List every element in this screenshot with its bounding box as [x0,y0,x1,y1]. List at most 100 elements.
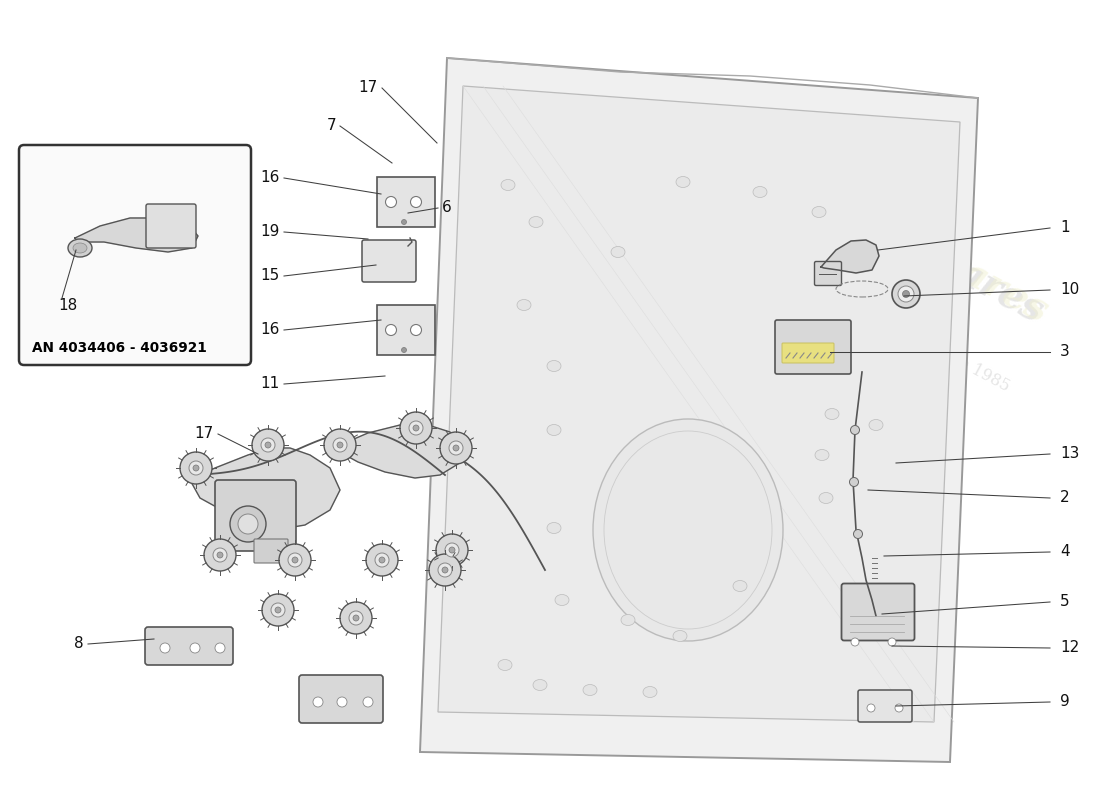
Circle shape [190,643,200,653]
Ellipse shape [644,686,657,698]
Circle shape [337,697,346,707]
Circle shape [180,452,212,484]
Ellipse shape [556,594,569,606]
Text: 2: 2 [1060,490,1069,506]
Circle shape [438,563,452,577]
Circle shape [217,552,223,558]
Ellipse shape [517,299,531,310]
Circle shape [446,543,459,557]
Circle shape [279,544,311,576]
Ellipse shape [583,685,597,695]
Circle shape [314,697,323,707]
Text: 9: 9 [1060,694,1069,710]
Ellipse shape [547,425,561,435]
Text: 5: 5 [1060,594,1069,610]
FancyBboxPatch shape [776,320,851,374]
Circle shape [262,594,294,626]
Circle shape [366,544,398,576]
Ellipse shape [593,419,783,641]
Text: 4: 4 [1060,545,1069,559]
FancyBboxPatch shape [842,583,914,641]
Circle shape [453,445,459,451]
Circle shape [888,638,896,646]
Circle shape [410,197,421,207]
FancyBboxPatch shape [214,480,296,551]
Text: 1: 1 [1060,221,1069,235]
FancyBboxPatch shape [858,690,912,722]
Circle shape [204,539,236,571]
FancyBboxPatch shape [19,145,251,365]
Text: 8: 8 [75,637,84,651]
Ellipse shape [534,679,547,690]
Circle shape [261,438,275,452]
Circle shape [385,325,396,335]
Ellipse shape [68,239,92,257]
Circle shape [449,441,463,455]
Circle shape [363,697,373,707]
Ellipse shape [500,179,515,190]
Ellipse shape [825,409,839,419]
Ellipse shape [529,217,543,227]
Ellipse shape [547,361,561,371]
Ellipse shape [73,243,87,253]
Ellipse shape [820,493,833,503]
Ellipse shape [547,522,561,534]
Text: 17: 17 [195,426,214,442]
Text: 6: 6 [442,201,452,215]
FancyBboxPatch shape [146,204,196,248]
Circle shape [271,603,285,617]
Circle shape [379,557,385,563]
Text: 16: 16 [261,322,280,338]
Circle shape [867,704,875,712]
Ellipse shape [673,630,688,642]
Polygon shape [438,86,960,722]
Text: 15: 15 [261,269,280,283]
Ellipse shape [676,177,690,187]
Polygon shape [190,448,340,530]
Circle shape [353,615,359,621]
Circle shape [160,643,170,653]
Circle shape [288,553,302,567]
Polygon shape [336,425,465,478]
Circle shape [850,426,859,434]
Circle shape [402,219,407,225]
Ellipse shape [754,186,767,198]
Circle shape [265,442,271,448]
Circle shape [898,286,914,302]
Polygon shape [75,218,198,252]
Circle shape [436,534,468,566]
FancyBboxPatch shape [377,305,434,355]
Ellipse shape [498,659,512,670]
Circle shape [385,197,396,207]
Circle shape [238,514,258,534]
Circle shape [189,461,204,475]
Text: a passion for parts since 1985: a passion for parts since 1985 [788,265,1012,395]
FancyBboxPatch shape [254,539,288,563]
Ellipse shape [812,206,826,218]
Circle shape [324,429,356,461]
Circle shape [449,547,455,553]
Text: 18: 18 [58,298,77,314]
Circle shape [340,602,372,634]
Circle shape [349,611,363,625]
FancyBboxPatch shape [362,240,416,282]
Text: 13: 13 [1060,446,1079,462]
Ellipse shape [869,419,883,430]
Circle shape [442,567,448,573]
Circle shape [192,465,199,471]
Circle shape [849,478,858,486]
Circle shape [337,442,343,448]
FancyBboxPatch shape [814,262,842,286]
Text: 19: 19 [261,225,280,239]
Text: eurospares: eurospares [820,185,1050,331]
Polygon shape [821,240,879,273]
Circle shape [400,412,432,444]
Circle shape [429,554,461,586]
Ellipse shape [733,581,747,591]
Circle shape [412,425,419,431]
Circle shape [375,553,389,567]
Circle shape [895,704,903,712]
Text: 11: 11 [261,377,280,391]
FancyBboxPatch shape [299,675,383,723]
FancyBboxPatch shape [782,343,834,363]
